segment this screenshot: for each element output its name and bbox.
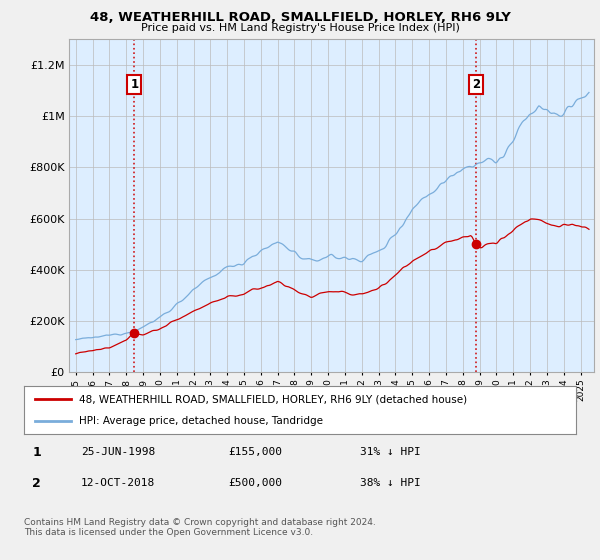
Text: 48, WEATHERHILL ROAD, SMALLFIELD, HORLEY, RH6 9LY: 48, WEATHERHILL ROAD, SMALLFIELD, HORLEY… (89, 11, 511, 24)
Text: 38% ↓ HPI: 38% ↓ HPI (360, 478, 421, 488)
Text: 2: 2 (472, 78, 480, 91)
Text: £155,000: £155,000 (228, 447, 282, 458)
Text: £500,000: £500,000 (228, 478, 282, 488)
Text: 48, WEATHERHILL ROAD, SMALLFIELD, HORLEY, RH6 9LY (detached house): 48, WEATHERHILL ROAD, SMALLFIELD, HORLEY… (79, 394, 467, 404)
Text: 1: 1 (130, 78, 139, 91)
Text: 1: 1 (32, 446, 41, 459)
Text: Price paid vs. HM Land Registry's House Price Index (HPI): Price paid vs. HM Land Registry's House … (140, 23, 460, 33)
Text: Contains HM Land Registry data © Crown copyright and database right 2024.
This d: Contains HM Land Registry data © Crown c… (24, 518, 376, 538)
Text: 25-JUN-1998: 25-JUN-1998 (81, 447, 155, 458)
Text: 12-OCT-2018: 12-OCT-2018 (81, 478, 155, 488)
Text: 31% ↓ HPI: 31% ↓ HPI (360, 447, 421, 458)
Text: 2: 2 (32, 477, 41, 490)
Text: HPI: Average price, detached house, Tandridge: HPI: Average price, detached house, Tand… (79, 416, 323, 426)
